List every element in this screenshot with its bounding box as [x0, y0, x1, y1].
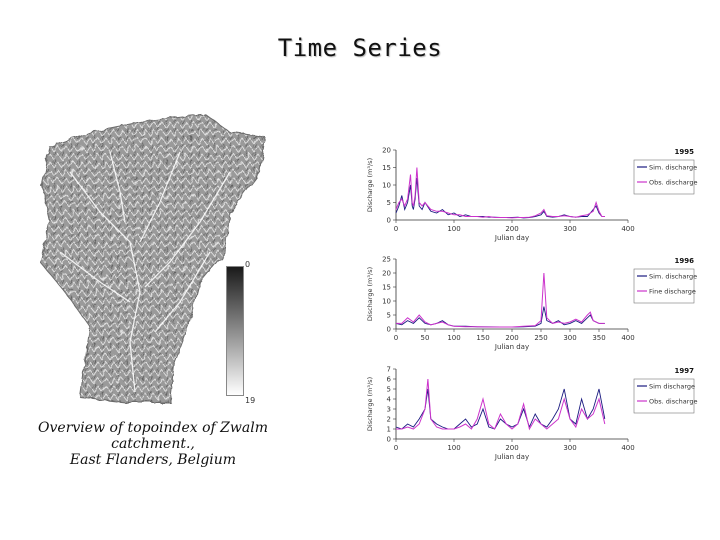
x-tick-label: 0	[394, 334, 398, 342]
y-tick-label: 10	[382, 298, 391, 306]
legend-entry: Sim. discharge	[649, 273, 697, 281]
y-axis-label: Discharge (m³/s)	[366, 377, 374, 431]
chart-panel-1995: 0 5 10 15 20 0 100 200 300 400 Julian day Discharge…	[356, 144, 700, 252]
caption-line: Overview of topoindex of Zwalm	[38, 420, 268, 436]
legend-entry: Obs. discharge	[649, 398, 697, 406]
year-label: 1995	[675, 148, 695, 156]
y-tick-label: 7	[387, 366, 391, 374]
y-tick-label: 25	[382, 256, 391, 264]
x-tick-label: 100	[447, 225, 460, 233]
y-tick-label: 20	[382, 147, 391, 155]
series-line	[395, 306, 605, 328]
series-line	[395, 177, 605, 219]
colorbar-bottom-label: 19	[245, 396, 256, 405]
y-tick-label: 20	[382, 270, 391, 278]
y-tick-label: 10	[382, 182, 391, 190]
x-tick-label: 300	[563, 334, 576, 342]
caption-line: East Flanders, Belgium	[69, 452, 237, 468]
legend-entry: Obs. discharge	[649, 179, 697, 187]
slide-title: Time Series	[277, 34, 443, 62]
topoindex-map	[30, 112, 270, 412]
y-axis-label: Discharge (m³/s)	[366, 267, 374, 321]
legend-box	[633, 268, 695, 304]
x-tick-label: 300	[563, 444, 576, 452]
x-tick-label: 0	[394, 444, 398, 452]
series-line	[396, 272, 605, 328]
legend-entry: Sim. discharge	[649, 164, 697, 172]
y-tick-label: 4	[387, 396, 392, 404]
x-axis-label: Julian day	[494, 343, 529, 351]
x-tick-label: 400	[621, 444, 634, 452]
y-tick-label: 5	[387, 312, 391, 320]
chart-panel-1997: 0 1 2 3 4 5 6 7 0 100 200 300 400 Julian day Discharge…	[356, 363, 700, 471]
legend-box	[633, 378, 695, 414]
x-tick-label: 300	[563, 225, 576, 233]
x-tick-label: 200	[505, 225, 518, 233]
legend-entry: Sim discharge	[649, 383, 695, 391]
y-tick-label: 5	[387, 199, 391, 207]
y-tick-label: 15	[382, 164, 391, 172]
y-tick-label: 0	[387, 326, 391, 334]
catchment-outline	[39, 113, 266, 403]
y-tick-label: 6	[387, 376, 392, 384]
catchment-map-image	[39, 113, 266, 403]
x-tick-label: 200	[505, 444, 518, 452]
x-tick-label: 150	[476, 334, 489, 342]
x-tick-label: 100	[447, 444, 460, 452]
x-tick-label: 200	[505, 334, 518, 342]
y-tick-label: 15	[382, 284, 391, 292]
series-line	[395, 167, 605, 219]
y-tick-label: 1	[387, 426, 391, 434]
y-tick-label: 5	[387, 386, 391, 394]
x-tick-label: 100	[447, 334, 460, 342]
chart-svg: 0 1 2 3 4 5 6 7 0 100 200 300 400 Julian day Discharge…	[366, 366, 697, 462]
y-tick-label: 2	[387, 416, 391, 424]
legend-entry: Fine discharge	[649, 288, 696, 296]
legend-box	[633, 159, 695, 195]
x-axis-label: Julian day	[494, 453, 529, 461]
x-tick-label: 0	[394, 225, 398, 233]
colorbar-top-label: 0	[245, 260, 251, 269]
x-tick-label: 400	[621, 225, 634, 233]
series-line	[396, 378, 606, 431]
x-tick-label: 250	[534, 334, 547, 342]
chart-panel-1996: 0 5 10 15 20 25 0 50 100 150 200 250 300 350 400 Julian…	[356, 253, 700, 361]
caption-line: catchment.,	[111, 436, 195, 452]
year-label: 1997	[675, 367, 695, 375]
y-axis-label: Discharge (m³/s)	[366, 158, 374, 212]
drainage-network	[59, 151, 231, 393]
map-caption: Overview of topoindex of Zwalm catchment…	[18, 420, 288, 468]
year-label: 1996	[675, 257, 695, 265]
y-tick-label: 0	[387, 436, 391, 444]
x-axis-label: Julian day	[494, 234, 529, 242]
x-tick-label: 350	[592, 334, 605, 342]
x-tick-label: 400	[621, 334, 634, 342]
x-tick-label: 50	[421, 334, 430, 342]
colorbar	[226, 266, 244, 396]
y-tick-label: 0	[387, 217, 391, 225]
y-tick-label: 3	[387, 406, 391, 414]
